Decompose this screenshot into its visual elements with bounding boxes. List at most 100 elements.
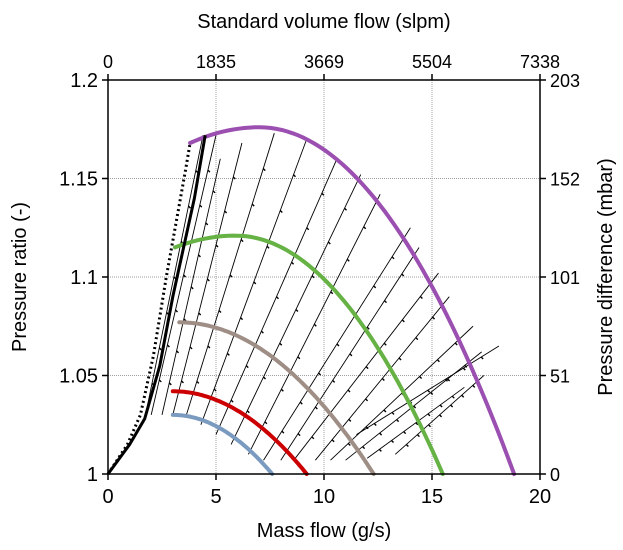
measurement-mark [176,350,180,354]
measurement-mark [451,395,455,399]
measurement-mark [373,423,377,427]
measurement-mark [266,245,270,249]
measurement-mark [187,205,191,209]
measurement-mark [207,169,211,173]
measurement-mark [347,442,351,446]
measurement-mark [158,347,162,351]
measurement-mark [391,256,395,260]
measurement-mark [318,372,322,376]
measurement-mark [391,440,394,444]
measurement-mark [291,261,295,265]
y-axis-label: Pressure ratio (-) [9,202,31,352]
measurement-mark [366,326,370,330]
measurement-mark [383,342,387,346]
measurement-mark [297,356,301,360]
measurement-mark [362,446,366,450]
measurement-mark [263,376,267,380]
y2-tick-label: 152 [550,170,580,190]
measurement-mark [391,411,395,415]
throttle-line [345,351,482,461]
measurement-mark [436,359,440,363]
measurement-mark [427,424,431,428]
speed-line [173,233,445,476]
measurement-mark [199,204,203,208]
measurement-mark [240,239,244,243]
measurement-mark [260,330,264,334]
measurement-mark [331,439,335,443]
measurement-mark [206,278,210,282]
speed-lines [170,125,517,476]
speed-line [170,389,309,476]
measurement-mark [226,352,230,356]
measurement-mark [383,409,387,413]
measurement-mark [450,404,454,408]
y2-tick-label: 101 [550,268,580,288]
measurement-mark [365,398,369,402]
measurement-mark [398,357,402,361]
x-tick-label: 10 [313,486,335,508]
y-tick-label: 1.05 [59,366,98,388]
measurement-mark [401,273,405,277]
y2-tick-label: 0 [550,465,560,485]
measurement-mark [327,241,331,245]
y2-axis-label: Pressure difference (mbar) [595,158,617,396]
measurement-mark [332,379,336,383]
measurement-mark [348,418,352,422]
measurement-mark [251,203,255,207]
measurement-mark [240,317,244,321]
measurement-mark [281,430,285,434]
y2-tick-label: 51 [550,367,570,387]
y-tick-label: 1.15 [59,169,98,191]
measurement-mark [253,281,257,285]
measurement-mark [480,356,484,360]
measurement-mark [381,377,385,381]
speed-line [177,320,376,476]
measurement-mark [461,394,465,398]
throttle-line [230,174,362,445]
x2-tick-label: 0 [103,52,113,72]
throttle-line [215,158,338,435]
measurement-mark [279,342,283,346]
measurement-mark [365,366,369,370]
measurement-mark [198,312,202,316]
measurement-mark [336,343,340,347]
measurement-mark [168,382,172,386]
measurement-mark [280,388,284,392]
throttle-line [263,227,411,461]
measurement-mark [311,436,315,440]
measurement-mark [224,210,228,214]
measurement-mark [180,380,184,384]
x2-tick-label: 3669 [304,52,344,72]
measurement-mark [264,421,268,425]
measurement-mark [262,168,266,172]
measurement-mark [190,286,194,290]
measurement-mark [246,410,250,414]
measurement-mark [205,222,209,226]
measurement-mark [313,323,317,327]
measurement-mark [213,388,217,392]
measurement-mark [295,309,299,312]
measurement-mark [427,389,431,393]
measurement-mark [330,291,334,295]
x2-axis-label: Standard volume flow (slpm) [197,11,450,33]
measurement-mark [215,244,219,248]
x2-tick-label: 1835 [196,52,236,72]
measurement-mark [196,380,200,384]
measurement-mark [405,443,409,447]
measurement-mark [383,300,387,304]
x-axis-label: Mass flow (g/s) [257,520,391,542]
y-tick-label: 1 [87,464,98,486]
measurement-mark [419,375,423,379]
measurement-mark [212,190,216,194]
measurement-mark [245,365,249,369]
measurement-mark [297,433,301,437]
measurement-mark [447,378,451,382]
throttle-lines [144,133,500,461]
measurement-mark [275,296,279,300]
surge-line [106,134,207,475]
measurement-mark [349,353,353,357]
measurement-mark [373,285,377,289]
x-tick-label: 5 [210,486,221,508]
measurement-mark [403,431,407,435]
